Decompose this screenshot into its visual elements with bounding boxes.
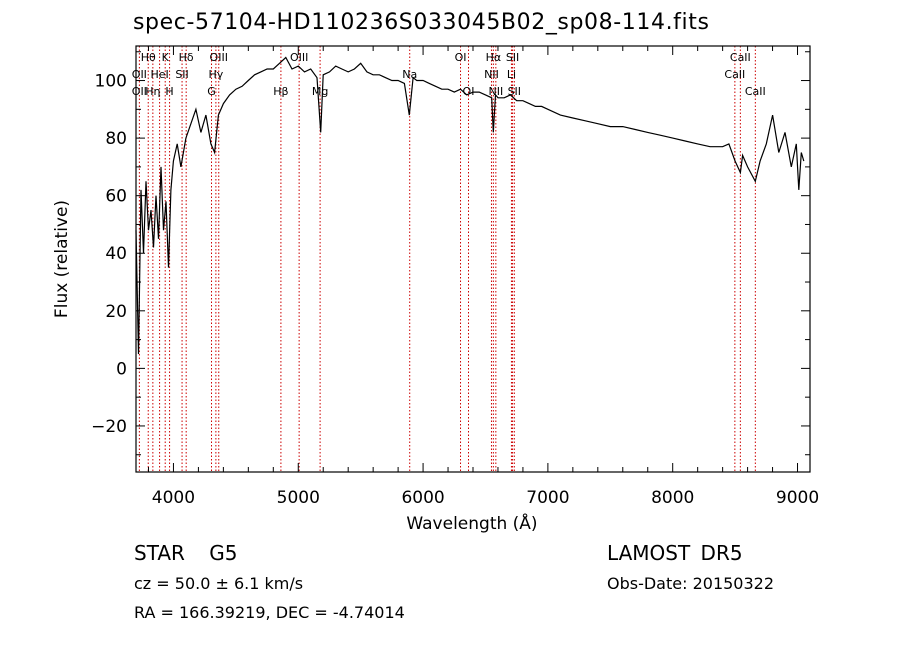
y-tick-label: 40 [105,244,127,264]
x-tick-label: 9000 [776,488,819,508]
spectral-line-label: NII [488,85,503,98]
spectral-line-label: CaII [745,85,766,98]
y-axis-ticks: −20 0 20 40 60 80 100 [91,51,810,456]
coordinates: RA = 166.39219, DEC = -4.74014 [134,603,405,622]
spectral-line-label: NII [484,68,499,81]
x-tick-label: 4000 [152,488,195,508]
spectral-line-label: OI [463,85,475,98]
survey-name: LAMOST DR5 [607,541,743,565]
x-axis-label: Wavelength (Å) [406,512,537,534]
spectral-line-label: Hδ [179,51,194,64]
spectral-line-label: Na [402,68,417,81]
spectral-line-label: Mg [312,85,328,98]
y-axis-label: Flux (relative) [52,200,72,318]
y-tick-label: 100 [95,72,127,92]
spectral-line-label: Hβ [273,85,288,98]
spectrum-line [135,56,805,355]
y-tick-label: −20 [91,417,127,437]
redshift-velocity: cz = 50.0 ± 6.1 km/s [134,574,304,593]
plot-frame [135,45,811,473]
spectral-line-label: SII [175,68,188,81]
x-tick-label: 8000 [651,488,694,508]
x-axis-ticks: 4000 5000 6000 7000 8000 9000 [147,46,819,508]
y-tick-label: 80 [105,129,127,149]
x-tick-label: 6000 [401,488,444,508]
object-classification: STAR G5 [134,541,238,565]
y-tick-label: 20 [105,302,127,322]
observation-date: Obs-Date: 20150322 [607,574,775,593]
spectral-line-label: SII [506,51,519,64]
spectral-line-label: CaII [724,68,745,81]
spectral-line-label: HeI [150,68,168,81]
spectral-line-label: OIII [210,51,228,64]
spectral-line-label: OIII [290,51,308,64]
spectral-line-label: K [162,51,170,64]
chart-title: spec-57104-HD110236S033045B02_sp08-114.f… [133,10,710,35]
spectral-line-label: H [165,85,173,98]
x-tick-label: 7000 [526,488,569,508]
spectral-line-label: G [207,85,216,98]
spectral-line-label: SII [508,85,521,98]
spectral-line-label: Hθ [141,51,156,64]
spectral-line-label: Hα [486,51,502,64]
spectral-line-label: Li [507,68,516,81]
spectral-line-markers [138,46,756,472]
spectral-line-label: OI [455,51,467,64]
spectral-line-label: Hη [145,85,160,98]
spectral-line-label: Hγ [208,68,223,81]
spectral-line-label: OII [132,68,147,81]
y-tick-label: 0 [116,359,127,379]
spectral-line-label: CaII [730,51,751,64]
y-tick-label: 60 [105,187,127,207]
x-tick-label: 5000 [277,488,320,508]
